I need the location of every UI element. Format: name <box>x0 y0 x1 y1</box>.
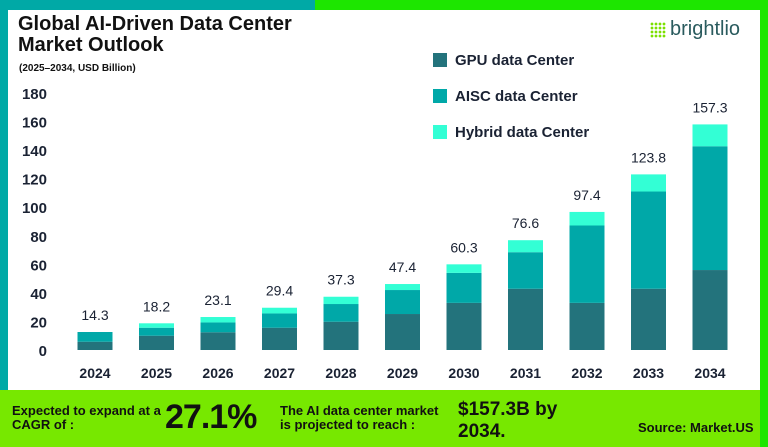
total-label: 97.4 <box>573 187 600 203</box>
bar-segment-gpu <box>77 341 113 350</box>
bar-segment-aisc <box>508 252 543 289</box>
frame-top-teal <box>0 0 315 10</box>
bar-segment-aisc <box>323 304 359 322</box>
bar-segment-gpu <box>631 288 666 350</box>
y-tick-label: 100 <box>22 200 47 217</box>
y-tick-label: 160 <box>22 115 47 132</box>
bar-segment-aisc <box>77 332 113 342</box>
total-label: 18.2 <box>143 298 170 314</box>
brightlio-logo: brightlio <box>650 18 740 41</box>
y-tick-label: 80 <box>30 229 47 246</box>
bar-segment-aisc <box>385 290 420 315</box>
legend-swatch <box>433 53 447 67</box>
total-label: 37.3 <box>327 272 354 288</box>
frame-left <box>0 0 8 390</box>
x-tick-label: 2027 <box>264 365 295 381</box>
total-label: 123.8 <box>631 149 666 165</box>
chart-subtitle: (2025–2034, USD Billion) <box>19 63 136 74</box>
total-label: 14.3 <box>81 307 108 323</box>
cagr-value: 27.1% <box>165 398 257 436</box>
bar-segment-gpu <box>692 270 728 350</box>
bar-segment-aisc <box>139 327 174 336</box>
footer-band <box>0 390 760 447</box>
total-label: 157.3 <box>692 99 727 115</box>
bar-segment-gpu <box>262 327 297 350</box>
legend-swatch <box>433 89 447 103</box>
bar-segment-gpu <box>139 335 174 350</box>
legend-item-gpu: GPU data Center <box>433 42 589 78</box>
bar-segment-hybrid <box>692 124 728 147</box>
x-tick-label: 2032 <box>571 365 602 381</box>
logo-text: brightlio <box>670 18 741 40</box>
x-tick-label: 2033 <box>633 365 664 381</box>
bar-segment-aisc <box>692 146 728 271</box>
x-tick-label: 2030 <box>448 365 479 381</box>
bar-segment-hybrid <box>631 174 666 192</box>
bar-segment-aisc <box>446 272 482 303</box>
legend-swatch <box>433 125 447 139</box>
bar-segment-gpu <box>508 288 543 350</box>
x-tick-label: 2025 <box>141 365 172 381</box>
legend-label: AISC data Center <box>455 87 578 105</box>
bar-segment-hybrid <box>262 307 297 314</box>
bar-segment-gpu <box>569 302 605 350</box>
logo-dots-icon <box>650 21 666 38</box>
y-tick-label: 120 <box>22 172 47 189</box>
bar-segment-aisc <box>631 191 666 289</box>
frame-right <box>760 0 768 447</box>
x-tick-label: 2028 <box>325 365 356 381</box>
x-tick-label: 2024 <box>79 365 110 381</box>
bar-segment-hybrid <box>446 264 482 273</box>
bar-segment-hybrid <box>508 240 543 253</box>
legend-label: GPU data Center <box>455 51 575 69</box>
x-tick-label: 2026 <box>202 365 233 381</box>
legend-label: Hybrid data Center <box>455 123 590 141</box>
y-tick-label: 0 <box>39 343 47 360</box>
cagr-text: Expected to expand at a CAGR of : <box>12 403 161 432</box>
bar-segment-gpu <box>385 314 420 350</box>
total-label: 23.1 <box>204 292 231 308</box>
bar-segment-hybrid <box>569 211 605 226</box>
bar-segment-gpu <box>323 321 359 350</box>
bar-segment-aisc <box>569 225 605 303</box>
y-tick-label: 20 <box>30 314 47 331</box>
bar-segment-gpu <box>200 332 236 350</box>
bar-segment-hybrid <box>200 317 236 323</box>
chart-title: Global AI-Driven Data Center Market Outl… <box>18 13 292 56</box>
y-tick-label: 180 <box>22 86 47 103</box>
reach-value: $157.3B by 2034. <box>458 399 558 442</box>
total-label: 76.6 <box>512 215 539 231</box>
x-tick-label: 2034 <box>694 365 725 381</box>
total-label: 47.4 <box>389 259 416 275</box>
bar-segment-aisc <box>262 313 297 328</box>
legend-item-aisc: AISC data Center <box>433 78 589 114</box>
bar-segment-hybrid <box>323 296 359 305</box>
x-tick-label: 2029 <box>387 365 418 381</box>
y-tick-label: 60 <box>30 257 47 274</box>
total-label: 29.4 <box>266 283 293 299</box>
bar-segment-hybrid <box>385 284 420 291</box>
y-tick-label: 40 <box>30 286 47 303</box>
legend: GPU data Center AISC data Center Hybrid … <box>433 42 589 150</box>
total-label: 60.3 <box>450 239 477 255</box>
frame-top-green <box>315 0 768 10</box>
bar-segment-aisc <box>200 322 236 333</box>
x-tick-label: 2031 <box>510 365 541 381</box>
bar-segment-hybrid <box>139 323 174 328</box>
legend-item-hybrid: Hybrid data Center <box>433 114 589 150</box>
bar-segment-gpu <box>446 302 482 350</box>
y-tick-label: 140 <box>22 143 47 160</box>
reach-text: The AI data center market is projected t… <box>280 403 439 432</box>
source-text: Source: Market.US <box>638 420 754 435</box>
